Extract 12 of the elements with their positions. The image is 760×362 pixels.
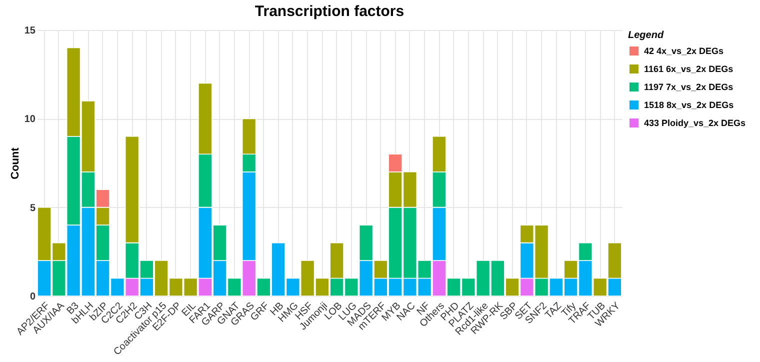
legend-label: 1197 7x_vs_2x DEGs — [644, 82, 734, 92]
legend-label: 433 Ploidy_vs_2x DEGs — [644, 118, 746, 128]
chart-title: Transcription factors — [254, 3, 404, 20]
legend-label: 42 4x_vs_2x DEGs — [644, 46, 724, 56]
y-tick-label: 10 — [24, 114, 36, 126]
y-tick-label: 15 — [24, 26, 36, 36]
y-tick-label: 5 — [30, 202, 36, 214]
legend-title: Legend — [628, 30, 664, 41]
legend-label: 1518 8x_vs_2x DEGs — [644, 100, 734, 110]
legend-label: 1161 6x_vs_2x DEGs — [644, 64, 734, 74]
y-axis-title: Count — [9, 147, 22, 180]
y-tick-label: 0 — [30, 292, 36, 302]
